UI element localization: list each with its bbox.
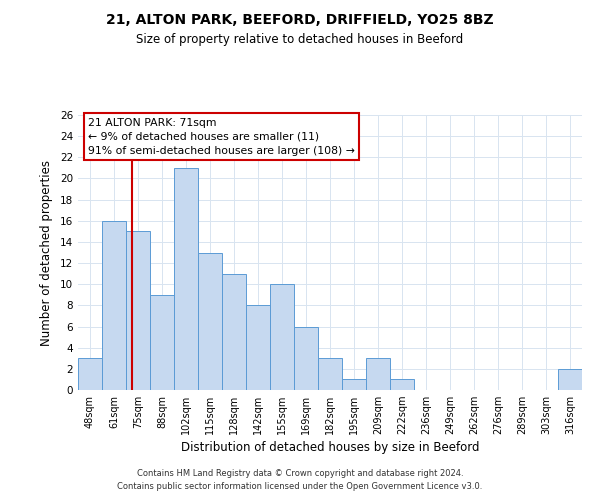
- Bar: [198, 252, 222, 390]
- Bar: [366, 358, 390, 390]
- Text: Contains public sector information licensed under the Open Government Licence v3: Contains public sector information licen…: [118, 482, 482, 491]
- Bar: [78, 358, 102, 390]
- Bar: [222, 274, 246, 390]
- Bar: [126, 232, 150, 390]
- Bar: [246, 306, 270, 390]
- Bar: [150, 295, 174, 390]
- Bar: [390, 380, 414, 390]
- Bar: [558, 369, 582, 390]
- Bar: [174, 168, 198, 390]
- Bar: [102, 221, 126, 390]
- Text: Size of property relative to detached houses in Beeford: Size of property relative to detached ho…: [136, 32, 464, 46]
- Text: 21 ALTON PARK: 71sqm
← 9% of detached houses are smaller (11)
91% of semi-detach: 21 ALTON PARK: 71sqm ← 9% of detached ho…: [88, 118, 355, 156]
- Bar: [342, 380, 366, 390]
- X-axis label: Distribution of detached houses by size in Beeford: Distribution of detached houses by size …: [181, 442, 479, 454]
- Text: Contains HM Land Registry data © Crown copyright and database right 2024.: Contains HM Land Registry data © Crown c…: [137, 468, 463, 477]
- Text: 21, ALTON PARK, BEEFORD, DRIFFIELD, YO25 8BZ: 21, ALTON PARK, BEEFORD, DRIFFIELD, YO25…: [106, 12, 494, 26]
- Bar: [270, 284, 294, 390]
- Bar: [294, 326, 318, 390]
- Bar: [318, 358, 342, 390]
- Y-axis label: Number of detached properties: Number of detached properties: [40, 160, 53, 346]
